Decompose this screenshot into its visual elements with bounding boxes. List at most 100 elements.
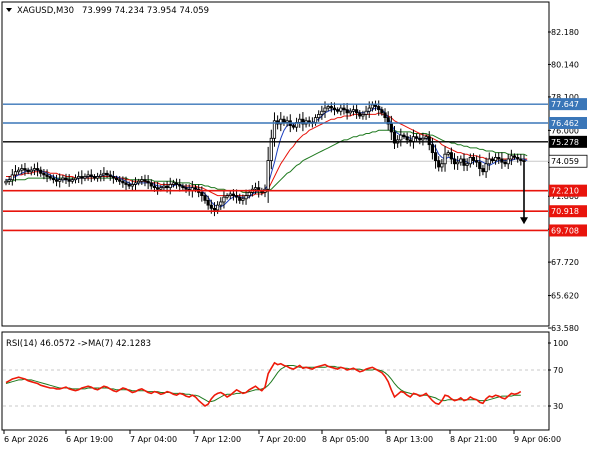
candle-body: [433, 152, 438, 161]
candle-body: [348, 110, 352, 114]
candle-body: [446, 152, 450, 155]
candle: [440, 158, 444, 172]
candle-body: [367, 107, 371, 112]
candle-body: [111, 176, 115, 179]
rsi-tick-label: 100: [553, 339, 568, 348]
candle: [345, 102, 349, 120]
candle: [99, 169, 103, 182]
candle-body: [10, 174, 14, 181]
candle-body: [29, 169, 33, 173]
level-label: 76.462: [551, 119, 579, 128]
candle: [497, 152, 501, 164]
candle: [459, 155, 463, 166]
candle: [149, 179, 153, 190]
current-price-label: 74.059: [551, 157, 579, 166]
candle-body: [89, 174, 93, 177]
candle-body: [269, 137, 273, 161]
candle: [512, 153, 517, 160]
rsi-tick-label: 70: [553, 366, 563, 375]
time-tick-label: 7 Apr 12:00: [194, 435, 241, 444]
candle-body: [143, 179, 147, 182]
candle-body: [231, 193, 236, 196]
candle: [26, 167, 30, 175]
candle-body: [386, 117, 390, 125]
candle: [421, 132, 425, 146]
candle: [228, 190, 232, 200]
candle-body: [452, 158, 457, 165]
candle-body: [234, 195, 239, 198]
candle-body: [456, 161, 460, 165]
candle-body: [462, 158, 466, 166]
candle-body: [443, 153, 447, 165]
candle: [70, 177, 74, 184]
candle: [225, 193, 229, 200]
candle: [54, 174, 59, 187]
candle-body: [99, 174, 103, 177]
candle: [266, 146, 270, 203]
price-tick-label: 65.620: [551, 292, 579, 301]
candle-body: [58, 179, 62, 182]
candle-body: [430, 144, 435, 154]
candle: [358, 109, 362, 119]
candle: [427, 131, 431, 151]
candle-body: [212, 207, 217, 211]
candle: [509, 149, 513, 166]
candle-body: [313, 117, 318, 123]
candle-body: [203, 195, 207, 201]
current-price-marker: 74.059: [548, 154, 588, 168]
current-price-box: [548, 154, 588, 168]
candle: [465, 158, 469, 171]
candle-body: [146, 180, 150, 184]
candle-body: [459, 158, 463, 163]
rsi-lines: [5, 361, 522, 407]
candle-body: [247, 192, 251, 196]
time-tick-label: 7 Apr 04:00: [130, 435, 177, 444]
candle: [51, 174, 55, 184]
candle-body: [440, 163, 444, 168]
candle-body: [370, 104, 374, 109]
candle-body: [481, 168, 485, 173]
candle-body: [118, 179, 122, 182]
candle-body: [149, 182, 153, 187]
candle-body: [364, 110, 368, 115]
time-tick-label: 7 Apr 20:00: [259, 435, 306, 444]
candle-body: [421, 137, 425, 141]
candle-body: [83, 176, 87, 179]
candle-body: [20, 168, 24, 171]
candle-body: [35, 168, 40, 171]
candle: [206, 195, 210, 210]
candle: [4, 178, 8, 186]
candle: [468, 153, 472, 168]
rsi-plot-area[interactable]: [1, 331, 550, 431]
candle: [77, 171, 81, 184]
time-tick-label: 8 Apr 21:00: [450, 435, 497, 444]
candle: [83, 173, 87, 182]
candle-body: [301, 118, 305, 125]
forecast-arrow: [520, 161, 528, 225]
candle: [317, 110, 321, 122]
candle: [181, 183, 185, 191]
candle: [402, 132, 406, 140]
candle: [516, 153, 520, 163]
candle: [168, 177, 172, 195]
dropdown-triangle-icon[interactable]: [6, 8, 12, 12]
candle-body: [77, 176, 81, 179]
candle: [10, 169, 14, 186]
candle: [48, 174, 52, 181]
candle: [64, 173, 68, 184]
candle-body: [503, 161, 507, 165]
candle-body: [253, 187, 258, 190]
candle-body: [54, 179, 59, 182]
candle-body: [484, 163, 488, 173]
candle: [200, 186, 204, 202]
price-tick-label: 76.000: [551, 126, 579, 135]
candle-body: [329, 106, 333, 109]
candle: [342, 103, 346, 115]
candle: [336, 107, 340, 114]
candle: [23, 162, 27, 176]
level-label: 72.210: [551, 187, 579, 196]
candle-body: [336, 109, 340, 112]
candle-body: [92, 176, 97, 179]
candle-body: [358, 112, 362, 117]
